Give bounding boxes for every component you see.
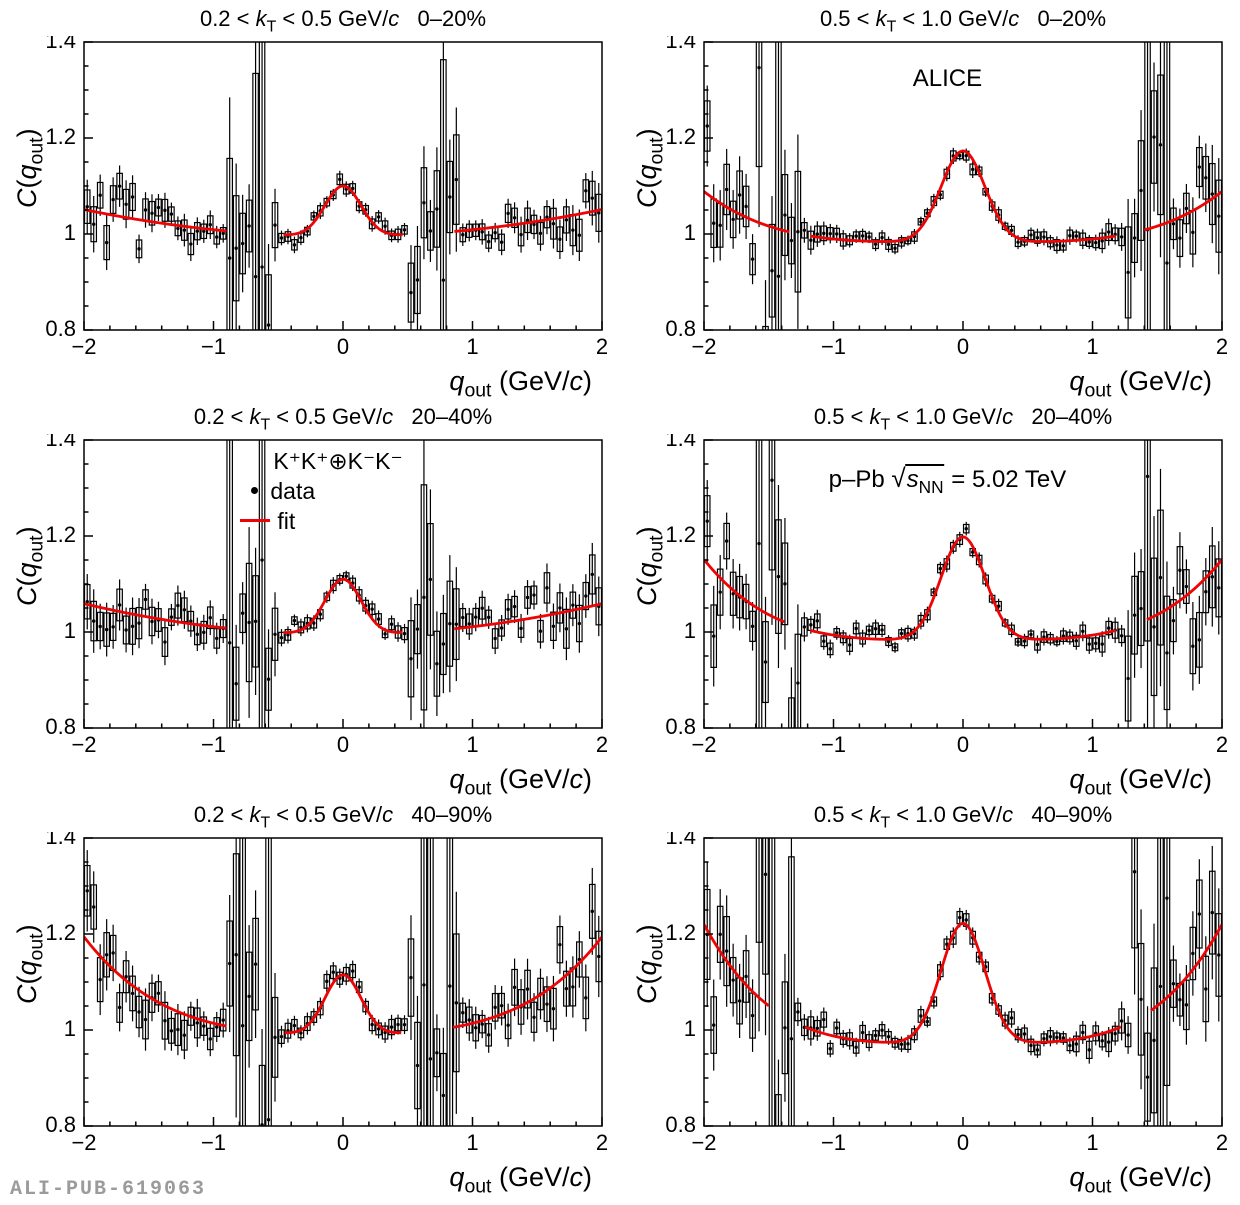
- panel-title: 0.5 < kT < 1.0 GeV/c 40–90%: [813, 802, 1113, 832]
- plot-panel-4: 0.2 < kT < 0.5 GeV/c 40–90% C(qout) qout…: [0, 798, 620, 1198]
- panel-title: 0.2 < kT < 0.5 GeV/c 40–90%: [193, 802, 493, 832]
- panel-annotation: p–Pb √sNN = 5.02 TeV: [828, 463, 1067, 497]
- legend-fit-item: fit: [239, 506, 402, 536]
- panel-title: 0.2 < kT < 0.5 GeV/c 20–40%: [193, 404, 493, 434]
- plot-panel-5: 0.5 < kT < 1.0 GeV/c 40–90% C(qout) qout…: [620, 798, 1240, 1198]
- plot-canvas: [0, 36, 620, 368]
- plot-panel-1: 0.5 < kT < 1.0 GeV/c 0–20% C(qout) qout …: [620, 2, 1240, 402]
- legend-data-item: data: [239, 476, 402, 506]
- y-axis-title: C(qout): [632, 526, 668, 606]
- plot-panel-0: 0.2 < kT < 0.5 GeV/c 0–20% C(qout) qout …: [0, 2, 620, 402]
- plot-canvas: [0, 832, 620, 1164]
- plot-canvas: [620, 36, 1240, 368]
- panel-legend: K⁺K⁺⊕K⁻K⁻ data fit: [239, 446, 403, 536]
- data-marker-icon: [251, 487, 259, 495]
- y-axis-title: C(qout): [632, 924, 668, 1004]
- x-axis-title: qout (GeV/c): [1069, 764, 1212, 800]
- x-axis-title: qout (GeV/c): [1069, 1162, 1212, 1198]
- y-axis-title: C(qout): [632, 128, 668, 208]
- y-axis-title: C(qout): [12, 128, 48, 208]
- legend-pair-label: K⁺K⁺⊕K⁻K⁻: [273, 447, 403, 474]
- panel-title: 0.5 < kT < 1.0 GeV/c 20–40%: [813, 404, 1113, 434]
- panel-annotation: ALICE: [912, 65, 983, 93]
- plot-panel-3: 0.5 < kT < 1.0 GeV/c 20–40% C(qout) qout…: [620, 400, 1240, 800]
- plot-canvas: [620, 832, 1240, 1164]
- y-axis-title: C(qout): [12, 924, 48, 1004]
- y-axis-title: C(qout): [12, 526, 48, 606]
- x-axis-title: qout (GeV/c): [1069, 366, 1212, 402]
- plot-canvas: [0, 434, 620, 766]
- x-axis-title: qout (GeV/c): [449, 764, 592, 800]
- panel-title: 0.2 < kT < 0.5 GeV/c 0–20%: [199, 6, 487, 36]
- legend-fit-label: fit: [277, 507, 296, 534]
- panel-title: 0.5 < kT < 1.0 GeV/c 0–20%: [819, 6, 1107, 36]
- plot-canvas: [620, 434, 1240, 766]
- plot-panel-2: 0.2 < kT < 0.5 GeV/c 20–40% C(qout) qout…: [0, 400, 620, 800]
- x-axis-title: qout (GeV/c): [449, 1162, 592, 1198]
- legend-data-label: data: [270, 477, 316, 504]
- publication-label: ALI-PUB-619063: [10, 1178, 207, 1201]
- x-axis-title: qout (GeV/c): [449, 366, 592, 402]
- fit-line-icon: [240, 519, 271, 523]
